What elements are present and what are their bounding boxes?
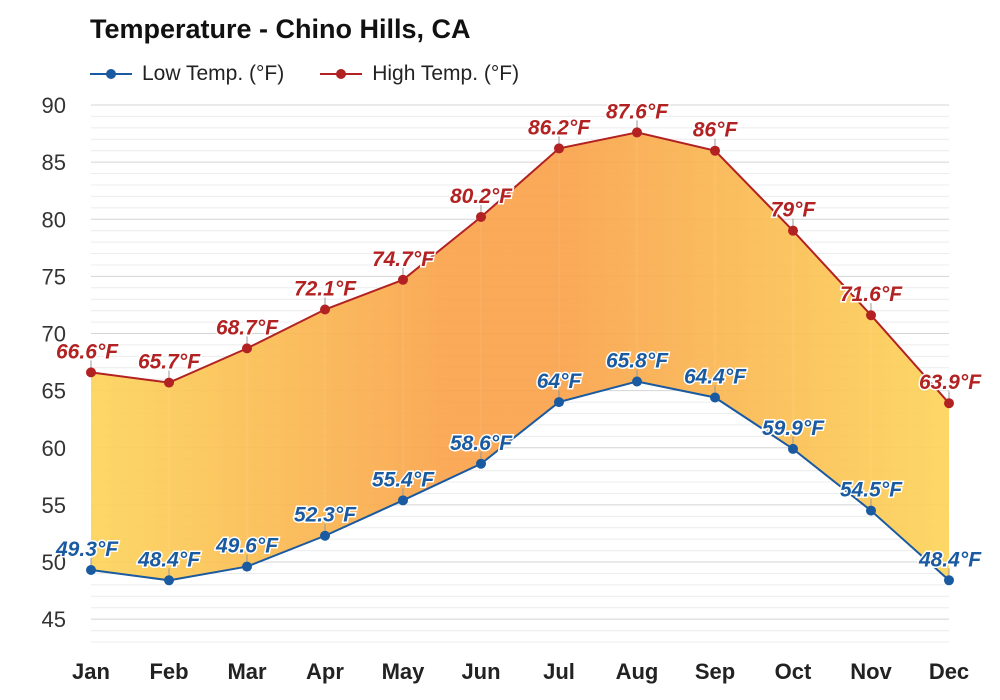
low-temp-data-label: 59.9°F [762, 417, 825, 440]
low-temp-point [788, 443, 798, 454]
low-temp-data-label: 48.4°F [137, 548, 201, 571]
low-temp-data-label: 48.4°F [918, 548, 982, 571]
low-temp-point [86, 565, 96, 576]
low-temp-point [866, 505, 876, 516]
y-tick-label: 75 [42, 264, 66, 289]
y-tick-label: 45 [42, 607, 66, 632]
high-temp-data-label: 63.9°F [919, 371, 982, 394]
high-temp-point [866, 310, 876, 321]
high-temp-point [710, 145, 720, 156]
high-temp-point [554, 143, 564, 154]
low-temp-data-label: 58.6°F [450, 432, 513, 455]
high-temp-point [476, 211, 486, 222]
legend-item-high[interactable]: High Temp. (°F) [318, 62, 519, 86]
low-temp-data-label: 64.4°F [684, 365, 747, 388]
high-temp-point [86, 367, 96, 378]
legend-low-label: Low Temp. (°F) [142, 62, 285, 85]
legend-low-swatch [90, 69, 132, 79]
high-temp-line [90, 131, 950, 404]
low-temp-data-label: 64°F [537, 370, 583, 393]
x-tick-label: Aug [616, 659, 659, 684]
temperature-band-fill [91, 132, 949, 581]
low-temp-data-label: 55.4°F [372, 468, 435, 491]
high-temp-point [320, 304, 330, 315]
high-temp-data-label: 71.6°F [840, 283, 903, 306]
y-tick-label: 85 [42, 150, 66, 175]
x-tick-label: Jun [461, 659, 500, 684]
high-temp-data-label: 65.7°F [138, 351, 201, 374]
y-tick-label: 50 [42, 550, 66, 575]
high-temp-point [164, 377, 174, 388]
y-tick-label: 55 [42, 493, 66, 518]
low-temp-point [554, 397, 564, 408]
low-temp-data-label: 52.3°F [294, 504, 357, 527]
x-tick-label: Jan [72, 659, 110, 684]
x-tick-label: Apr [306, 659, 344, 684]
y-tick-label: 70 [42, 322, 66, 347]
legend-high-swatch [320, 69, 363, 79]
y-tick-label: 60 [42, 436, 66, 461]
low-temp-data-label: 65.8°F [606, 349, 669, 372]
high-temp-data-label: 68.7°F [216, 316, 279, 339]
low-temp-point [242, 561, 252, 572]
high-temp-data-label: 86°F [693, 119, 739, 142]
x-tick-label: May [382, 659, 426, 684]
low-temp-point [476, 458, 486, 469]
x-tick-label: Sep [695, 659, 735, 684]
high-temp-point [944, 398, 954, 409]
high-temp-data-label: 87.6°F [606, 100, 669, 123]
low-temp-data-label: 49.6°F [215, 535, 279, 558]
low-temp-data-label: 54.5°F [840, 479, 903, 502]
low-temp-point [164, 575, 174, 586]
x-tick-label: Jul [543, 659, 575, 684]
high-temp-data-label: 66.6°F [56, 340, 119, 363]
legend-high-label: High Temp. (°F) [372, 62, 520, 85]
high-temp-point [788, 225, 798, 236]
chart-legend: Low Temp. (°F) High Temp. (°F) [88, 60, 519, 88]
x-tick-label: Feb [149, 659, 188, 684]
y-tick-label: 80 [42, 207, 66, 232]
x-tick-label: Dec [929, 659, 969, 684]
low-temp-point [398, 495, 408, 506]
legend-item-low[interactable]: Low Temp. (°F) [88, 62, 284, 86]
low-temp-point [710, 392, 720, 403]
high-temp-data-label: 80.2°F [450, 185, 513, 208]
low-temp-line [90, 380, 950, 582]
high-temp-data-label: 72.1°F [294, 278, 357, 301]
high-temp-point [398, 274, 408, 285]
low-temp-data-label: 49.3°F [55, 538, 119, 561]
high-temp-data-label: 79°F [771, 199, 817, 222]
x-tick-label: Nov [850, 659, 892, 684]
low-temp-point [632, 376, 642, 387]
x-tick-label: Mar [227, 659, 267, 684]
y-tick-label: 90 [42, 93, 66, 118]
high-temp-point [632, 127, 642, 138]
low-temp-point [944, 575, 954, 586]
high-temp-data-label: 86.2°F [528, 116, 591, 139]
y-tick-label: 65 [42, 379, 66, 404]
high-temp-point [242, 343, 252, 354]
x-tick-label: Oct [775, 659, 812, 684]
chart-title: Temperature - Chino Hills, CA [90, 14, 471, 44]
low-temp-point [320, 530, 330, 541]
high-temp-data-label: 74.7°F [372, 248, 435, 271]
